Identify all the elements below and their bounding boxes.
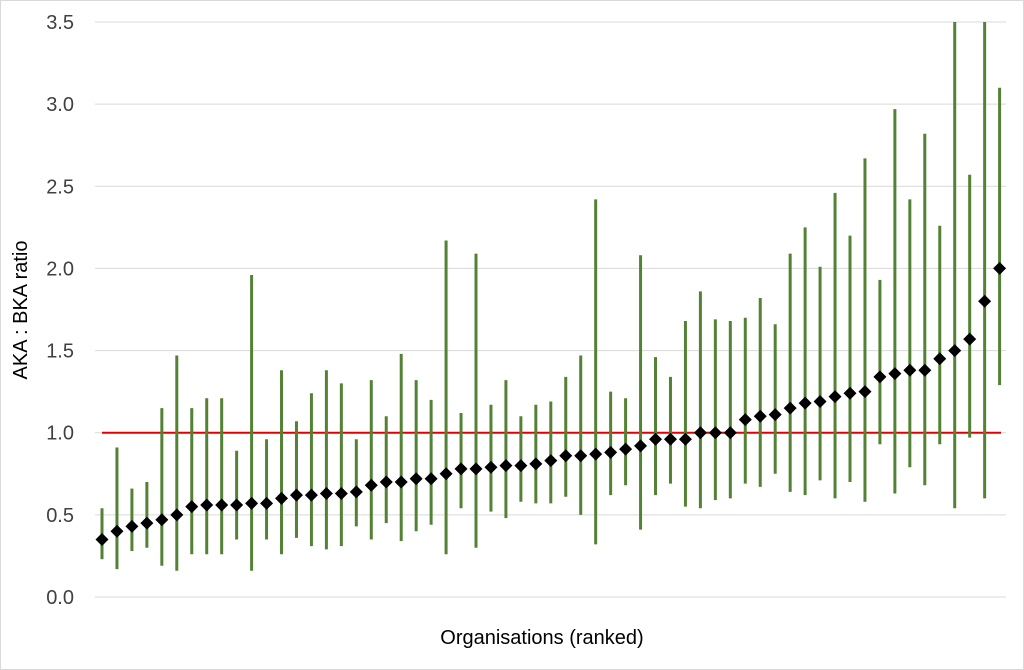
data-point <box>574 449 588 463</box>
data-point <box>559 449 573 463</box>
data-point <box>469 462 483 476</box>
data-point <box>798 396 812 410</box>
data-point <box>783 401 797 415</box>
data-point <box>439 467 453 481</box>
data-point <box>544 454 558 468</box>
data-point <box>230 498 244 512</box>
data-point <box>484 460 498 474</box>
error-bars <box>100 22 1002 571</box>
y-tick-label: 3.0 <box>46 94 74 116</box>
data-point <box>589 447 603 461</box>
y-tick-label: 1.0 <box>46 423 74 445</box>
data-point <box>768 408 782 422</box>
data-point <box>918 363 932 377</box>
data-point <box>708 426 722 440</box>
data-point <box>634 439 648 453</box>
data-point <box>260 496 274 510</box>
data-point <box>963 332 977 346</box>
data-point <box>379 475 393 489</box>
data-point <box>215 498 229 512</box>
data-point <box>873 370 887 384</box>
data-point <box>185 500 199 514</box>
data-point <box>275 491 289 505</box>
data-point <box>334 487 348 500</box>
data-point <box>364 478 378 492</box>
data-point <box>125 519 139 533</box>
data-point <box>753 409 767 423</box>
data-point <box>424 472 438 486</box>
data-point <box>245 496 259 510</box>
y-tick-label: 2.5 <box>46 176 74 198</box>
data-point <box>723 426 737 440</box>
data-point <box>409 472 423 486</box>
data-point <box>110 524 124 538</box>
data-point <box>514 459 528 473</box>
y-tick-label: 0.5 <box>46 505 74 527</box>
data-point <box>678 432 692 446</box>
gridlines <box>95 21 1006 598</box>
data-point <box>454 462 468 476</box>
data-point <box>619 442 633 456</box>
data-point <box>693 426 707 440</box>
data-point <box>289 488 303 502</box>
data-points <box>95 261 1007 546</box>
y-tick-label: 1.5 <box>46 341 74 363</box>
data-point <box>858 385 872 399</box>
data-point <box>140 516 154 530</box>
data-point <box>978 294 992 308</box>
data-point <box>649 432 663 446</box>
data-point <box>319 487 333 500</box>
data-point <box>529 457 543 471</box>
data-point <box>903 363 917 377</box>
data-point <box>170 508 184 522</box>
y-axis-title: AKA : BKA ratio <box>10 241 32 380</box>
data-point <box>888 367 902 381</box>
data-point <box>738 413 752 427</box>
data-point <box>95 533 109 546</box>
data-point <box>155 513 169 527</box>
data-point <box>604 445 618 459</box>
data-point <box>394 475 408 489</box>
data-point <box>813 395 827 408</box>
data-point <box>499 459 513 473</box>
y-tick-label: 2.0 <box>46 258 74 280</box>
data-point <box>304 488 318 502</box>
data-point <box>663 432 677 446</box>
data-point <box>349 485 363 499</box>
data-point <box>948 344 962 358</box>
data-point <box>933 352 947 366</box>
y-tick-label: 0.0 <box>46 587 74 609</box>
x-axis-title: Organisations (ranked) <box>440 627 643 649</box>
data-point <box>843 386 857 400</box>
data-point <box>993 261 1007 275</box>
data-point <box>200 498 214 512</box>
y-tick-label: 3.5 <box>46 12 74 34</box>
data-point <box>828 390 842 404</box>
y-tick-labels: 0.0 0.5 1.0 1.5 2.0 2.5 3.0 3.5 <box>46 12 74 609</box>
